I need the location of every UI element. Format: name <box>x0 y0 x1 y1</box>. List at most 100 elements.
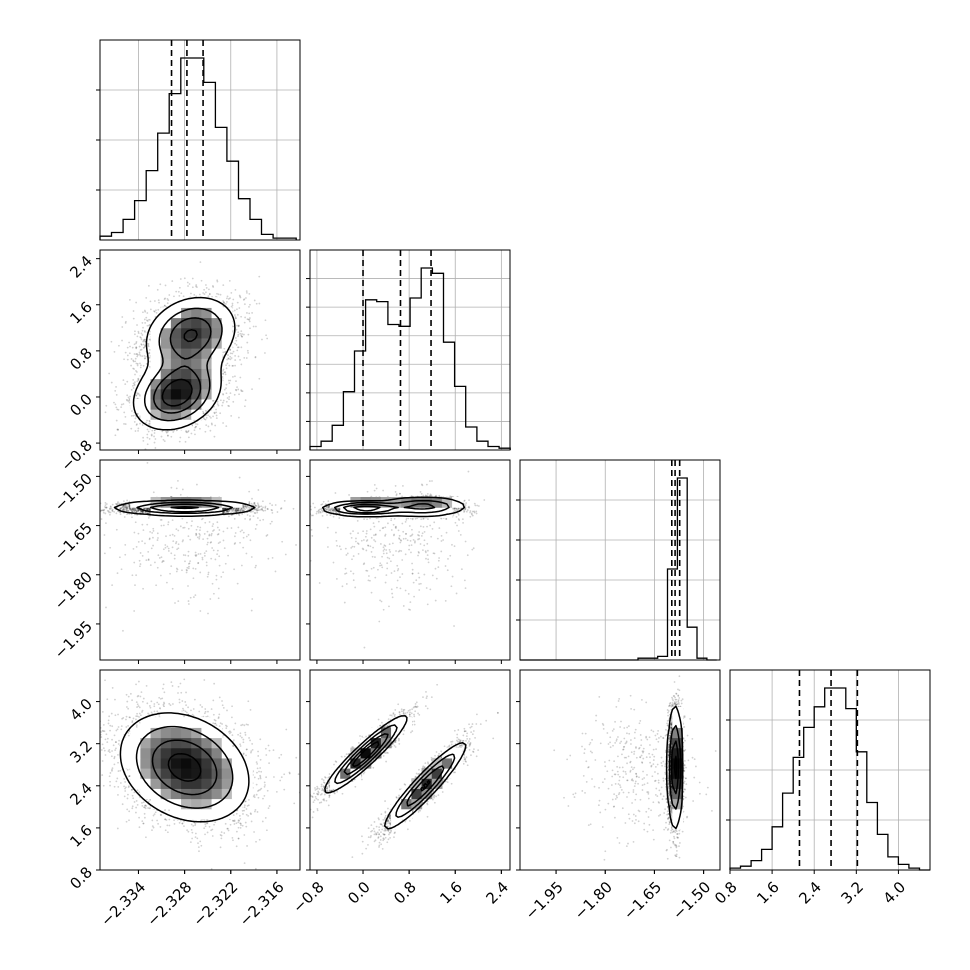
sample-point <box>146 320 149 322</box>
sample-point <box>185 430 188 433</box>
sample-point <box>187 429 190 432</box>
sample-point <box>145 355 148 358</box>
sample-point <box>234 388 237 391</box>
sample-point <box>249 303 251 306</box>
sample-point <box>117 408 120 411</box>
sample-point <box>232 509 235 511</box>
sample-point <box>105 404 108 407</box>
sample-point <box>117 428 119 431</box>
sample-point <box>134 430 137 432</box>
sample-point <box>140 343 143 346</box>
sample-point <box>229 348 232 351</box>
sample-point <box>198 293 201 296</box>
sample-point <box>235 339 238 342</box>
sample-point <box>145 316 148 319</box>
sample-point <box>172 431 175 433</box>
sample-point <box>178 440 181 443</box>
sample-point <box>234 375 236 378</box>
density-cell <box>181 378 192 390</box>
sample-point <box>135 301 138 304</box>
sample-point <box>228 382 231 385</box>
sample-point <box>215 408 217 411</box>
sample-point <box>148 356 151 359</box>
sample-point <box>295 544 297 546</box>
sample-point <box>143 309 146 312</box>
sample-point <box>166 297 169 300</box>
sample-point <box>161 430 164 433</box>
sample-point <box>207 612 209 615</box>
sample-point <box>187 436 190 439</box>
sample-point <box>232 325 234 328</box>
sample-point <box>144 357 147 360</box>
sample-point <box>212 399 215 402</box>
sample-point <box>257 506 260 509</box>
sample-point <box>195 285 197 288</box>
sample-point <box>248 318 251 321</box>
sample-point <box>128 397 131 400</box>
sample-point <box>232 507 235 510</box>
sample-point <box>261 338 263 341</box>
sample-point <box>217 404 220 407</box>
sample-point <box>202 412 205 415</box>
sample-point <box>104 502 107 504</box>
sample-point <box>128 504 131 507</box>
sample-point <box>135 574 138 577</box>
sample-point <box>132 310 135 312</box>
sample-point <box>225 367 228 370</box>
sample-point <box>126 394 129 397</box>
sample-point <box>130 414 133 417</box>
density-cell <box>170 368 182 380</box>
sample-point <box>193 293 196 296</box>
sample-point <box>128 401 131 404</box>
density-cell <box>181 297 192 308</box>
sample-point <box>222 507 225 510</box>
sample-point <box>236 346 239 349</box>
density-cell <box>150 337 162 349</box>
sample-point <box>115 419 118 422</box>
sample-point <box>242 536 245 539</box>
sample-point <box>121 316 124 318</box>
sample-point <box>237 508 239 510</box>
sample-point <box>236 386 238 389</box>
sample-point <box>163 298 166 301</box>
sample-point <box>129 395 131 398</box>
sample-point <box>146 312 149 314</box>
sample-point <box>130 388 133 391</box>
sample-point <box>123 358 125 361</box>
sample-point <box>150 433 153 436</box>
sample-point <box>132 414 135 417</box>
sample-point <box>122 507 125 510</box>
density-cell <box>150 358 162 369</box>
sample-point <box>138 351 141 354</box>
sample-point <box>147 345 150 348</box>
sample-point <box>136 423 138 426</box>
sample-point <box>118 344 120 347</box>
sample-point <box>247 333 250 336</box>
sample-point <box>142 347 145 349</box>
sample-point <box>205 416 208 419</box>
sample-point <box>226 527 229 530</box>
sample-point <box>136 371 138 373</box>
sample-point <box>213 411 216 414</box>
sample-point <box>133 421 136 423</box>
sample-point <box>129 345 131 348</box>
sample-point <box>236 301 239 304</box>
sample-point <box>213 529 215 531</box>
density-cell <box>150 378 162 390</box>
sample-point <box>216 400 219 403</box>
sample-point <box>213 435 216 438</box>
sample-point <box>251 388 253 391</box>
sample-point <box>227 404 230 407</box>
sample-point <box>125 504 128 507</box>
sample-point <box>230 415 233 417</box>
sample-point <box>198 532 201 535</box>
density-cell <box>150 388 162 400</box>
sample-point <box>143 345 146 348</box>
density-cell <box>201 388 213 400</box>
sample-point <box>120 403 123 406</box>
sample-point <box>187 535 190 538</box>
sample-point <box>240 346 243 349</box>
sample-point <box>265 334 267 337</box>
sample-point <box>139 362 141 365</box>
sample-point <box>255 504 258 507</box>
